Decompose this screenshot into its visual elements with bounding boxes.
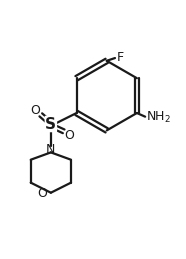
Text: S: S — [45, 117, 56, 132]
Text: O: O — [64, 130, 74, 142]
Text: O: O — [30, 104, 40, 117]
Text: N: N — [46, 143, 56, 156]
Text: NH$_2$: NH$_2$ — [146, 110, 171, 125]
Text: F: F — [117, 51, 124, 64]
Text: O: O — [38, 187, 48, 200]
